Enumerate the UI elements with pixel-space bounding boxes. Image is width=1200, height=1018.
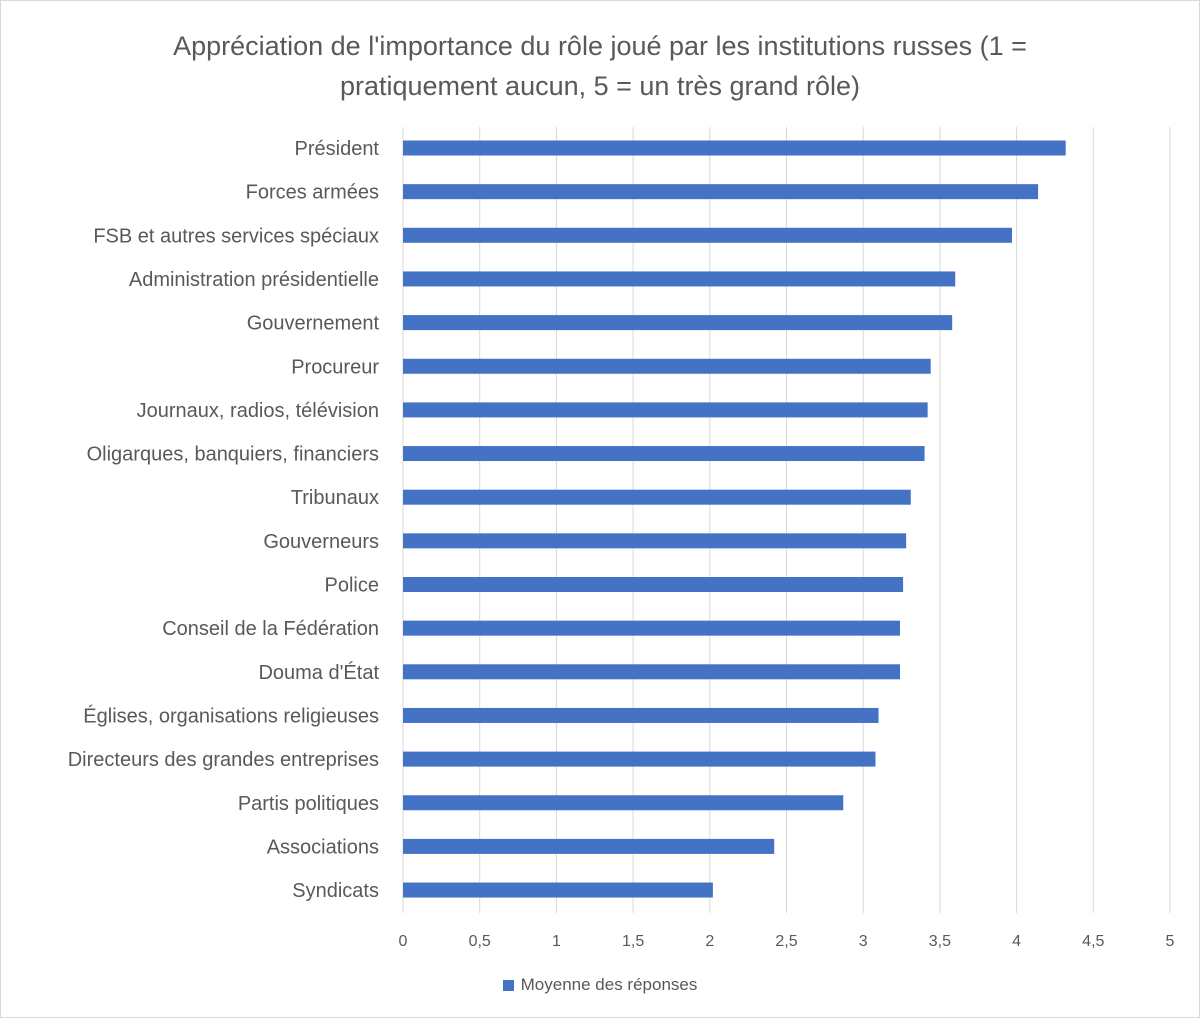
category-label: Forces armées [246, 182, 379, 204]
x-tick-label: 0 [399, 933, 408, 950]
legend-label: Moyenne des réponses [520, 975, 698, 994]
x-tick-label: 3,5 [929, 933, 951, 950]
x-tick-label: 2,5 [775, 933, 797, 950]
bar [403, 402, 928, 418]
category-label: Douma d'État [258, 661, 379, 684]
category-label: Oligarques, banquiers, financiers [87, 444, 379, 466]
bar [403, 358, 931, 374]
category-label: Partis politiques [238, 793, 379, 815]
category-labels: Président Forces armées FSB et autres serv… [68, 138, 380, 902]
bar [403, 795, 844, 811]
x-tick-label: 2 [705, 933, 714, 950]
bar [403, 489, 911, 505]
bar [403, 664, 901, 680]
category-label: FSB et autres services spéciaux [93, 225, 379, 247]
bar [403, 577, 904, 592]
chart-title-line-1: Appréciation de l'importance du rôle jou… [173, 31, 1027, 61]
category-label: Directeurs des grandes entreprises [68, 749, 379, 771]
bar [403, 751, 876, 767]
bar [403, 882, 713, 898]
x-tick-label: 1,5 [622, 933, 644, 950]
bar [403, 271, 956, 287]
category-label: Conseil de la Fédération [162, 618, 379, 640]
category-label: Associations [267, 836, 379, 858]
category-label: Police [325, 575, 379, 597]
bar [403, 707, 879, 723]
bar [403, 140, 1066, 156]
category-label: Procureur [291, 356, 379, 378]
bar [403, 315, 953, 331]
bar [403, 184, 1039, 200]
bars [403, 140, 1066, 898]
x-axis-tick-labels: 0 0,5 1 1,5 2 2,5 3 3,5 4 4,5 5 [399, 933, 1175, 950]
gridlines [402, 127, 1171, 913]
bar [403, 227, 1012, 243]
bar [403, 446, 925, 462]
category-label: Gouverneurs [263, 531, 379, 553]
x-tick-label: 1 [552, 933, 561, 950]
x-tick-label: 0,5 [469, 933, 491, 950]
legend-swatch [502, 979, 514, 991]
category-label: Syndicats [292, 880, 379, 902]
legend: Moyenne des réponses [0, 975, 1200, 995]
bar [403, 620, 901, 636]
category-label: Tribunaux [291, 487, 379, 509]
chart-title-line-2: pratiquement aucun, 5 = un très grand rô… [339, 71, 861, 101]
bar [403, 838, 775, 854]
x-tick-label: 3 [859, 933, 868, 950]
bar [403, 533, 907, 549]
category-label: Journaux, radios, télévision [137, 400, 379, 422]
category-label: Gouvernement [247, 313, 380, 335]
chart-title: Appréciation de l'importance du rôle jou… [0, 26, 1200, 106]
x-tick-label: 4,5 [1082, 933, 1104, 950]
x-tick-label: 4 [1012, 933, 1021, 950]
category-label: Administration présidentielle [129, 269, 379, 291]
category-label: Églises, organisations religieuses [83, 704, 379, 727]
category-label: Président [295, 138, 380, 160]
x-tick-label: 5 [1166, 933, 1175, 950]
